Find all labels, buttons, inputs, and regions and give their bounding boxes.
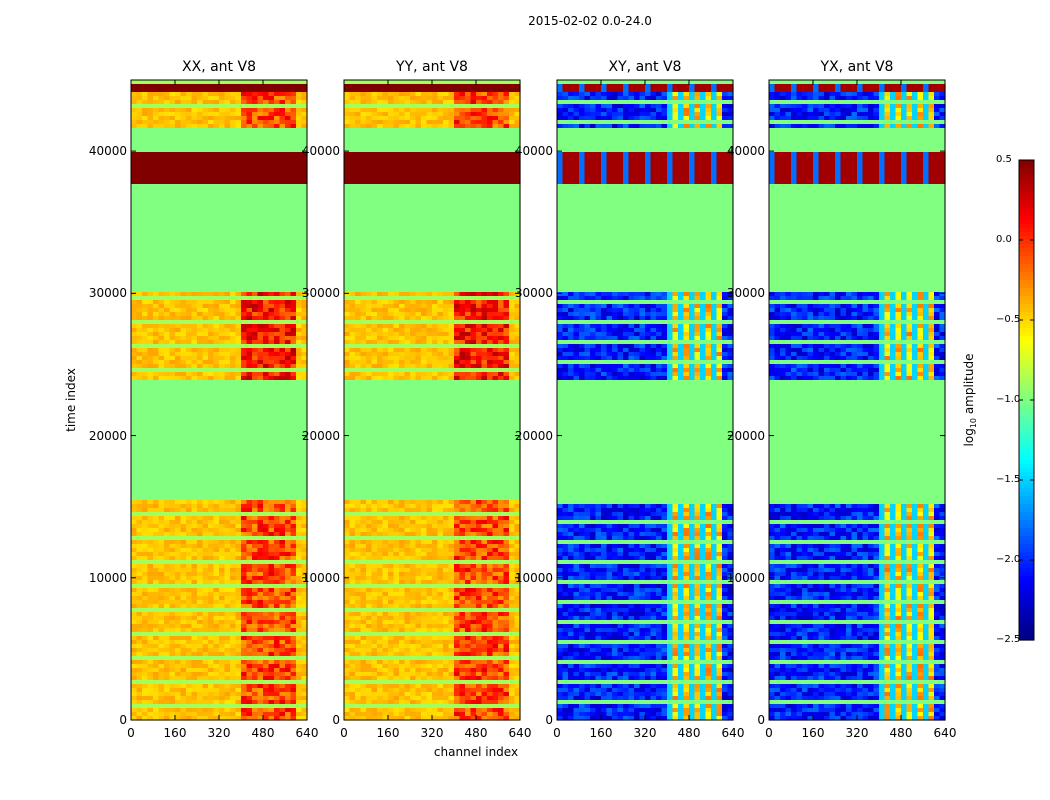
x-tick-label: 0 bbox=[749, 726, 789, 740]
y-tick-label: 30000 bbox=[493, 286, 553, 300]
colorbar bbox=[1019, 160, 1034, 641]
heatmap-xx bbox=[131, 80, 308, 721]
heatmap-xy bbox=[557, 80, 734, 721]
y-tick-label: 10000 bbox=[280, 571, 340, 585]
y-tick-label: 20000 bbox=[280, 429, 340, 443]
y-tick-label: 40000 bbox=[280, 144, 340, 158]
x-tick-label: 480 bbox=[881, 726, 921, 740]
y-tick-label: 30000 bbox=[705, 286, 765, 300]
x-tick-label: 640 bbox=[500, 726, 540, 740]
y-tick-label: 0 bbox=[280, 713, 340, 727]
colorbar-tick-label: −0.5 bbox=[996, 314, 1020, 326]
y-tick-label: 20000 bbox=[705, 429, 765, 443]
x-tick-label: 160 bbox=[581, 726, 621, 740]
panel-title-xx: XX, ant V8 bbox=[131, 59, 307, 75]
y-tick-label: 20000 bbox=[67, 429, 127, 443]
panel-title-yx: YX, ant V8 bbox=[769, 59, 945, 75]
x-tick-label: 320 bbox=[837, 726, 877, 740]
x-tick-label: 0 bbox=[324, 726, 364, 740]
colorbar-tick-label: −1.0 bbox=[996, 394, 1020, 406]
y-tick-label: 40000 bbox=[67, 144, 127, 158]
heatmap-yx bbox=[769, 80, 946, 721]
x-tick-label: 0 bbox=[537, 726, 577, 740]
colorbar-tick-label: −1.5 bbox=[996, 474, 1020, 486]
panel-title-yy: YY, ant V8 bbox=[344, 59, 520, 75]
y-tick-label: 10000 bbox=[705, 571, 765, 585]
x-tick-label: 0 bbox=[111, 726, 151, 740]
colorbar-label: log10 amplitude bbox=[962, 354, 978, 447]
x-tick-label: 320 bbox=[412, 726, 452, 740]
x-tick-label: 480 bbox=[243, 726, 283, 740]
y-tick-label: 30000 bbox=[67, 286, 127, 300]
colorbar-tick-label: −2.0 bbox=[996, 554, 1020, 566]
y-tick-label: 20000 bbox=[493, 429, 553, 443]
colorbar-tick-label: 0.5 bbox=[996, 154, 1012, 166]
colorbar-tick-label: 0.0 bbox=[996, 234, 1012, 246]
y-tick-label: 0 bbox=[493, 713, 553, 727]
y-tick-label: 0 bbox=[705, 713, 765, 727]
x-tick-label: 160 bbox=[793, 726, 833, 740]
y-tick-label: 40000 bbox=[705, 144, 765, 158]
x-tick-label: 320 bbox=[199, 726, 239, 740]
panel-title-xy: XY, ant V8 bbox=[557, 59, 733, 75]
x-axis-label: channel index bbox=[434, 745, 518, 759]
y-axis-label: time index bbox=[64, 368, 78, 432]
colorbar-tick-label: −2.5 bbox=[996, 634, 1020, 646]
y-tick-label: 0 bbox=[67, 713, 127, 727]
x-tick-label: 640 bbox=[713, 726, 753, 740]
y-tick-label: 10000 bbox=[67, 571, 127, 585]
x-tick-label: 320 bbox=[625, 726, 665, 740]
y-tick-label: 10000 bbox=[493, 571, 553, 585]
heatmap-yy bbox=[344, 80, 521, 721]
x-tick-label: 160 bbox=[155, 726, 195, 740]
x-tick-label: 480 bbox=[669, 726, 709, 740]
x-tick-label: 160 bbox=[368, 726, 408, 740]
x-tick-label: 480 bbox=[456, 726, 496, 740]
x-tick-label: 640 bbox=[287, 726, 327, 740]
suptitle: 2015-02-02 0.0-24.0 bbox=[0, 14, 1050, 28]
y-tick-label: 30000 bbox=[280, 286, 340, 300]
x-tick-label: 640 bbox=[925, 726, 965, 740]
y-tick-label: 40000 bbox=[493, 144, 553, 158]
